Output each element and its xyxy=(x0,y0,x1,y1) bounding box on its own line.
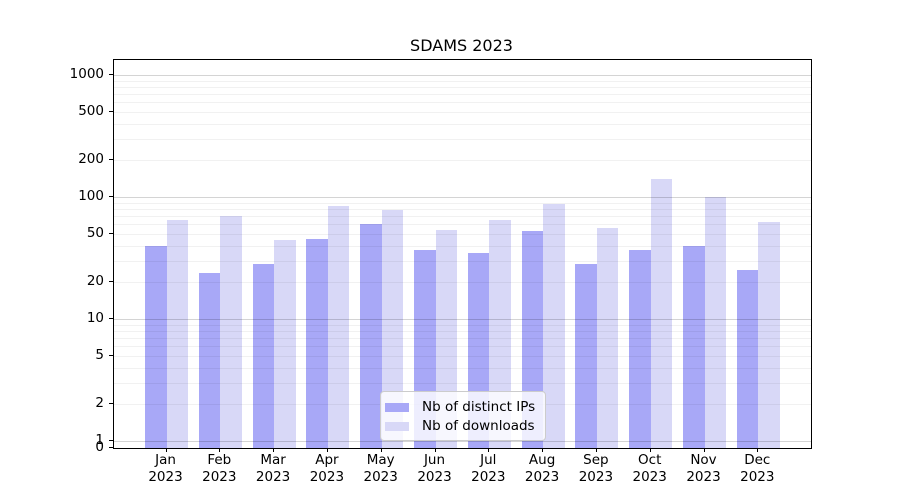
y-tick-label: 2 xyxy=(95,395,104,412)
x-tick-label: Aug 2023 xyxy=(515,452,569,485)
x-tick-month: Feb xyxy=(207,452,232,468)
chart-title: SDAMS 2023 xyxy=(410,36,513,55)
legend-label-downloads: Nb of downloads xyxy=(422,418,535,434)
legend: Nb of distinct IPs Nb of downloads xyxy=(380,391,547,441)
x-tick-label: Apr 2023 xyxy=(300,452,354,485)
x-tick-year: 2023 xyxy=(686,468,721,485)
legend-label-distinct-ips: Nb of distinct IPs xyxy=(422,399,536,415)
x-tick-month: Oct xyxy=(638,452,662,468)
bar-distinct-ips-dec xyxy=(736,270,759,448)
x-tick-year: 2023 xyxy=(417,468,452,485)
legend-item-distinct-ips: Nb of distinct IPs xyxy=(385,399,535,415)
x-tick-year: 2023 xyxy=(148,468,183,485)
y-tick-label: 5 xyxy=(95,346,104,363)
bars xyxy=(114,60,811,448)
bar-downloads-jan xyxy=(166,219,188,448)
bar-distinct-ips-sep xyxy=(575,264,597,448)
x-tick-label: Mar 2023 xyxy=(246,452,300,485)
bar-downloads-nov xyxy=(704,197,726,448)
x-tick-label: Feb 2023 xyxy=(192,452,246,485)
bar-distinct-ips-mar xyxy=(252,264,275,448)
x-tick-year: 2023 xyxy=(255,468,291,485)
bar-distinct-ips-nov xyxy=(683,245,705,448)
legend-swatch-distinct-ips xyxy=(385,402,409,412)
plot-area: Nb of distinct IPs Nb of downloads xyxy=(113,59,812,449)
x-tick-year: 2023 xyxy=(740,468,775,485)
bar-downloads-dec xyxy=(758,222,780,448)
x-tick-label: Dec 2023 xyxy=(730,452,784,485)
x-tick-year: 2023 xyxy=(524,468,560,485)
y-tick-label: 0 xyxy=(95,439,104,455)
y-tick-label: 100 xyxy=(78,188,104,204)
x-tick-month: Jan xyxy=(155,452,176,468)
y-tick-label: 10 xyxy=(86,310,104,326)
x-tick-month: Aug xyxy=(528,452,556,468)
x-tick-year: 2023 xyxy=(202,468,237,485)
y-tick-label: 50 xyxy=(86,224,104,241)
bar-downloads-sep xyxy=(596,227,619,448)
x-tick-year: 2023 xyxy=(578,468,614,485)
x-tick-label: Oct 2023 xyxy=(623,452,677,485)
bar-downloads-may xyxy=(381,210,404,448)
bar-distinct-ips-apr xyxy=(306,239,328,448)
bar-downloads-feb xyxy=(220,215,242,448)
x-tick-label: Sep 2023 xyxy=(569,452,623,485)
bar-distinct-ips-oct xyxy=(629,249,651,448)
bar-distinct-ips-feb xyxy=(198,272,221,448)
x-tick-label: Jul 2023 xyxy=(461,452,515,485)
bar-downloads-aug xyxy=(543,203,565,448)
x-tick-label: Jan 2023 xyxy=(139,452,193,485)
bar-downloads-apr xyxy=(327,205,350,448)
bar-downloads-mar xyxy=(274,240,296,448)
y-tick-label: 20 xyxy=(86,273,104,290)
x-tick-label: May 2023 xyxy=(354,452,408,485)
x-tick-month: Jul xyxy=(480,452,497,468)
y-tick-label: 500 xyxy=(78,102,104,119)
y-tick-label: 200 xyxy=(78,151,104,168)
bar-distinct-ips-jan xyxy=(145,245,167,448)
x-tick-month: Apr xyxy=(315,452,339,468)
x-tick-label: Jun 2023 xyxy=(408,452,462,485)
x-tick-month: Mar xyxy=(260,452,286,468)
bar-downloads-jul xyxy=(489,219,511,448)
x-tick-label: Nov 2023 xyxy=(677,452,731,485)
x-tick-month: Nov xyxy=(690,452,717,468)
bar-downloads-oct xyxy=(650,179,673,448)
legend-item-downloads: Nb of downloads xyxy=(385,418,535,434)
x-tick-month: May xyxy=(366,452,395,468)
legend-swatch-downloads xyxy=(385,421,409,431)
y-tick-label: 1000 xyxy=(69,66,104,82)
x-tick-year: 2023 xyxy=(632,468,667,485)
x-tick-month: Sep xyxy=(583,452,609,468)
x-tick-year: 2023 xyxy=(471,468,506,485)
x-tick-year: 2023 xyxy=(363,468,398,485)
x-tick-month: Dec xyxy=(744,452,771,468)
bar-distinct-ips-may xyxy=(360,224,382,448)
x-tick-year: 2023 xyxy=(309,468,345,485)
y-tick-label: 1 xyxy=(95,432,104,448)
x-tick-month: Jun xyxy=(423,452,446,468)
